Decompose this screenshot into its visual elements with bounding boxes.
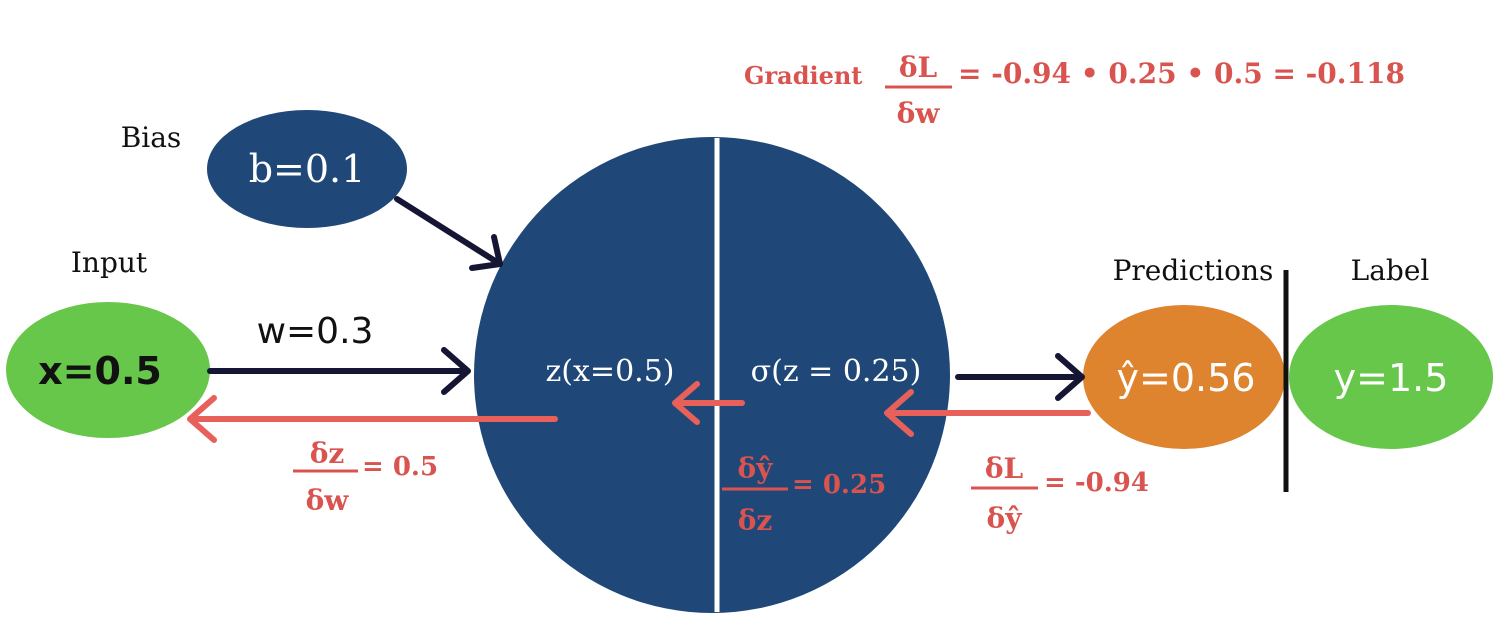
- arrow-right-icon: [394, 196, 503, 271]
- input-node: [6, 302, 210, 438]
- label-value: y=1.5: [1334, 356, 1449, 400]
- prediction-node: [1083, 305, 1285, 449]
- dy-dz-denominator: δz: [738, 504, 773, 537]
- arrow-left-icon: [672, 381, 745, 425]
- gradient-dl-dy: δL δŷ = -0.94: [971, 452, 1149, 535]
- gradient-dy-dz: δŷ δz = 0.25: [722, 452, 886, 537]
- input-value: x=0.5: [38, 349, 162, 393]
- arrow-right-icon: [955, 353, 1085, 401]
- dl-dy-denominator: δŷ: [987, 502, 1023, 535]
- total-value: = -0.94 • 0.25 • 0.5 = -0.118: [958, 57, 1405, 90]
- dy-dz-value: = 0.25: [792, 470, 886, 500]
- input-label: Input: [71, 246, 148, 279]
- prediction-value: ŷ=0.56: [1117, 356, 1256, 400]
- gradient-dz-dw: δz δw = 0.5: [293, 437, 438, 517]
- total-numerator: δL: [899, 51, 938, 84]
- z-function: z(x=0.5): [546, 354, 675, 389]
- bias-value: b=0.1: [249, 147, 366, 191]
- arrow-right-icon: [207, 347, 471, 395]
- dz-dw-value: = 0.5: [362, 452, 438, 482]
- gradient-total: Gradient δL δw = -0.94 • 0.25 • 0.5 = -0…: [744, 51, 1405, 130]
- weight-value: w=0.3: [257, 311, 374, 352]
- dy-dz-numerator: δŷ: [738, 452, 774, 485]
- dz-dw-denominator: δw: [306, 484, 350, 517]
- dz-dw-numerator: δz: [310, 437, 345, 470]
- bias-node: [207, 110, 407, 228]
- predictions-label: Predictions: [1113, 254, 1274, 287]
- neuron-circle: [474, 137, 950, 613]
- bias-label: Bias: [121, 121, 182, 154]
- label-node: [1289, 305, 1493, 449]
- gradient-title: Gradient: [744, 61, 862, 90]
- total-denominator: δw: [897, 97, 941, 130]
- dl-dy-numerator: δL: [985, 452, 1024, 485]
- dl-dy-value: = -0.94: [1044, 468, 1149, 498]
- sigma-function: σ(z = 0.25): [751, 354, 922, 389]
- label-label: Label: [1351, 254, 1430, 287]
- arrow-left-icon: [884, 389, 1091, 437]
- arrow-left-icon: [187, 395, 558, 443]
